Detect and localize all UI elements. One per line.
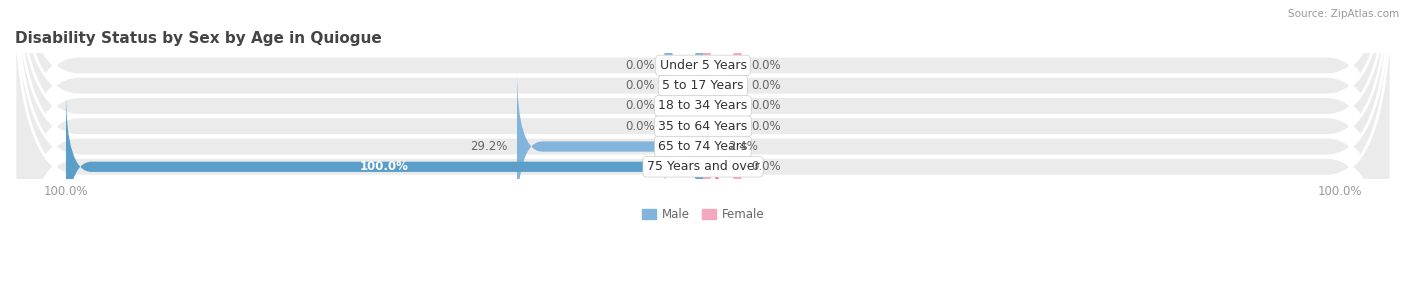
FancyBboxPatch shape	[15, 0, 1391, 305]
Text: 29.2%: 29.2%	[470, 140, 508, 153]
FancyBboxPatch shape	[703, 50, 741, 202]
Text: 0.0%: 0.0%	[751, 59, 780, 72]
Text: 35 to 64 Years: 35 to 64 Years	[658, 120, 748, 133]
FancyBboxPatch shape	[703, 0, 741, 142]
FancyBboxPatch shape	[665, 50, 703, 202]
Text: 0.0%: 0.0%	[626, 120, 655, 133]
FancyBboxPatch shape	[15, 0, 1391, 305]
Text: Source: ZipAtlas.com: Source: ZipAtlas.com	[1288, 9, 1399, 19]
Text: Under 5 Years: Under 5 Years	[659, 59, 747, 72]
Legend: Male, Female: Male, Female	[637, 203, 769, 226]
FancyBboxPatch shape	[665, 0, 703, 142]
Text: 18 to 34 Years: 18 to 34 Years	[658, 99, 748, 113]
Text: 65 to 74 Years: 65 to 74 Years	[658, 140, 748, 153]
FancyBboxPatch shape	[703, 10, 741, 162]
FancyBboxPatch shape	[693, 70, 728, 223]
FancyBboxPatch shape	[15, 0, 1391, 305]
FancyBboxPatch shape	[66, 91, 703, 243]
Text: 75 Years and over: 75 Years and over	[647, 160, 759, 173]
FancyBboxPatch shape	[15, 0, 1391, 300]
Text: 0.0%: 0.0%	[751, 99, 780, 113]
FancyBboxPatch shape	[665, 10, 703, 162]
FancyBboxPatch shape	[703, 91, 741, 243]
Text: 2.4%: 2.4%	[728, 140, 758, 153]
Text: Disability Status by Sex by Age in Quiogue: Disability Status by Sex by Age in Quiog…	[15, 31, 382, 46]
Text: 0.0%: 0.0%	[626, 99, 655, 113]
Text: 0.0%: 0.0%	[751, 79, 780, 92]
FancyBboxPatch shape	[517, 70, 703, 223]
Text: 0.0%: 0.0%	[751, 160, 780, 173]
Text: 0.0%: 0.0%	[751, 120, 780, 133]
Text: 0.0%: 0.0%	[626, 59, 655, 72]
Text: 0.0%: 0.0%	[626, 79, 655, 92]
FancyBboxPatch shape	[703, 30, 741, 182]
FancyBboxPatch shape	[15, 0, 1391, 279]
Text: 100.0%: 100.0%	[360, 160, 409, 173]
FancyBboxPatch shape	[665, 30, 703, 182]
FancyBboxPatch shape	[15, 0, 1391, 259]
Text: 5 to 17 Years: 5 to 17 Years	[662, 79, 744, 92]
